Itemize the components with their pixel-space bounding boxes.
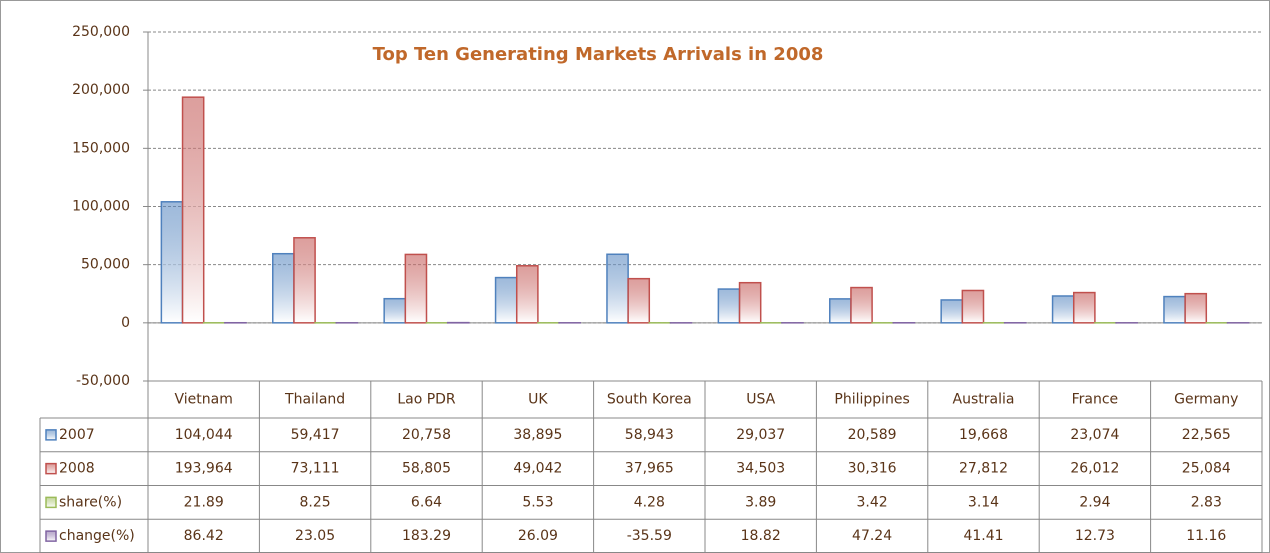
legend-key <box>46 497 56 507</box>
table-cell: 49,042 <box>513 461 562 477</box>
table-cell: 30,316 <box>848 461 897 477</box>
bar <box>294 238 315 323</box>
table-cell: 29,037 <box>736 427 785 443</box>
bar <box>1185 294 1206 323</box>
table-cell: 183.29 <box>402 528 451 544</box>
table-cell: 25,084 <box>1182 461 1231 477</box>
legend-key <box>46 430 56 440</box>
y-tick-label: 200,000 <box>72 82 130 98</box>
legend-key <box>46 531 56 541</box>
table-cell: 58,943 <box>625 427 674 443</box>
x-tick-label: UK <box>528 392 548 408</box>
chart: Top Ten Generating Markets Arrivals in 2… <box>0 0 1270 553</box>
table-cell: 193,964 <box>175 461 233 477</box>
x-tick-label: Vietnam <box>175 392 233 408</box>
y-tick-label: 50,000 <box>81 257 130 273</box>
table-cell: 104,044 <box>175 427 233 443</box>
bar <box>1164 297 1185 323</box>
table-cell: 26.09 <box>518 528 558 544</box>
table-cell: 4.28 <box>634 494 665 510</box>
y-tick-label: 100,000 <box>72 199 130 215</box>
bar <box>273 254 294 323</box>
table-cell: 6.64 <box>411 494 442 510</box>
table-cell: -35.59 <box>627 528 672 544</box>
table-cell: 11.16 <box>1186 528 1226 544</box>
table-cell: 73,111 <box>291 461 340 477</box>
bar <box>405 254 426 322</box>
table-cell: 23.05 <box>295 528 335 544</box>
x-tick-label: South Korea <box>607 392 692 408</box>
chart-title: Top Ten Generating Markets Arrivals in 2… <box>373 44 824 65</box>
table-cell: 38,895 <box>513 427 562 443</box>
x-tick-label: France <box>1072 392 1119 408</box>
table-cell: 2.83 <box>1191 494 1222 510</box>
table-cell: 3.14 <box>968 494 999 510</box>
table-cell: 37,965 <box>625 461 674 477</box>
y-tick-label: 0 <box>121 315 130 331</box>
y-tick-label: -50,000 <box>76 373 130 389</box>
legend-label: 2007 <box>59 427 95 443</box>
x-tick-label: Lao PDR <box>397 392 456 408</box>
bar <box>607 254 628 323</box>
y-tick-label: 150,000 <box>72 140 130 156</box>
table-cell: 19,668 <box>959 427 1008 443</box>
table-cell: 2.94 <box>1079 494 1110 510</box>
x-tick-label: USA <box>746 392 775 408</box>
table-cell: 34,503 <box>736 461 785 477</box>
bar <box>517 266 538 323</box>
table-cell: 47.24 <box>852 528 892 544</box>
table-cell: 5.53 <box>522 494 553 510</box>
table-cell: 12.73 <box>1075 528 1115 544</box>
bar <box>183 97 204 323</box>
table-cell: 3.42 <box>857 494 888 510</box>
table-cell: 59,417 <box>291 427 340 443</box>
bar <box>941 300 962 323</box>
bar <box>962 290 983 322</box>
bar <box>851 288 872 323</box>
legend-key <box>46 464 56 474</box>
table-cell: 86.42 <box>184 528 224 544</box>
bar <box>628 279 649 323</box>
bar <box>718 289 739 323</box>
table-cell: 21.89 <box>184 494 224 510</box>
x-tick-label: Thailand <box>284 392 345 408</box>
table-cell: 27,812 <box>959 461 1008 477</box>
bar <box>1053 296 1074 323</box>
legend-label: 2008 <box>59 461 95 477</box>
table-cell: 3.89 <box>745 494 776 510</box>
table-cell: 20,758 <box>402 427 451 443</box>
bar <box>496 278 517 323</box>
bar <box>740 283 761 323</box>
table-cell: 23,074 <box>1070 427 1119 443</box>
table-cell: 58,805 <box>402 461 451 477</box>
table-cell: 41.41 <box>963 528 1003 544</box>
legend-label: change(%) <box>59 528 135 544</box>
bar <box>161 202 182 323</box>
bar <box>1074 293 1095 323</box>
x-tick-label: Germany <box>1174 392 1238 408</box>
table-cell: 20,589 <box>848 427 897 443</box>
x-tick-label: Australia <box>953 392 1015 408</box>
table-cell: 22,565 <box>1182 427 1231 443</box>
y-tick-label: 250,000 <box>72 24 130 40</box>
bar <box>830 299 851 323</box>
table-cell: 26,012 <box>1070 461 1119 477</box>
x-tick-label: Philippines <box>834 392 909 408</box>
table-cell: 18.82 <box>741 528 781 544</box>
bar <box>384 299 405 323</box>
table-cell: 8.25 <box>300 494 331 510</box>
legend-label: share(%) <box>59 494 122 510</box>
